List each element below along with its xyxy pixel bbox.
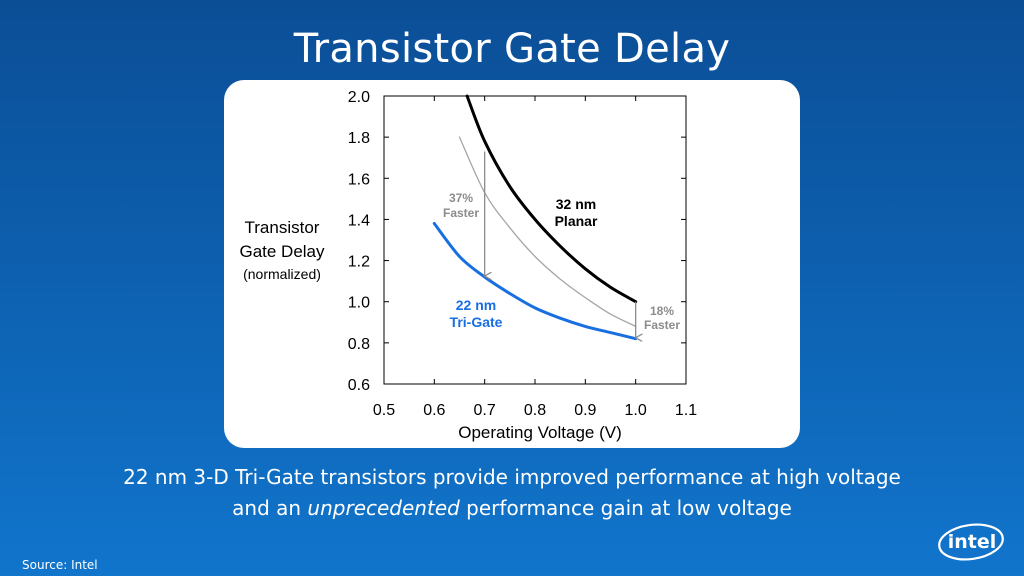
y-tick-label: 2.0 bbox=[348, 89, 370, 106]
y-tick-labels: 0.6 0.8 1.0 1.2 1.4 1.6 1.8 2.0 bbox=[348, 89, 370, 394]
source-note: Source: Intel bbox=[22, 558, 98, 572]
y-tick-label: 1.0 bbox=[348, 295, 370, 312]
x-tick-label: 0.6 bbox=[423, 402, 445, 419]
label-32nm-line2: Planar bbox=[555, 213, 598, 229]
intel-logo-text: intel bbox=[948, 531, 997, 553]
y-tick-label: 1.8 bbox=[348, 130, 370, 147]
y-axis-label: Transistor Gate Delay (normalized) bbox=[226, 216, 338, 284]
annotation-37-line2: Faster bbox=[443, 206, 479, 220]
label-32nm-line1: 32 nm bbox=[556, 196, 596, 212]
slide-title: Transistor Gate Delay bbox=[293, 26, 731, 72]
x-tick-label: 0.8 bbox=[524, 402, 546, 419]
y-tick-label: 0.6 bbox=[348, 377, 370, 394]
x-tick-label: 0.5 bbox=[373, 402, 395, 419]
series-layer bbox=[432, 94, 638, 341]
caption-line-2-end: performance gain at low voltage bbox=[459, 496, 792, 520]
plot-frame bbox=[383, 95, 687, 385]
x-tick-label: 0.9 bbox=[574, 402, 596, 419]
chart-card bbox=[224, 80, 800, 448]
y-tick-label: 1.2 bbox=[348, 254, 370, 271]
y-axis-label-line3: (normalized) bbox=[243, 266, 321, 282]
series-22nm-trigate-line bbox=[432, 222, 638, 341]
y-tick-label: 1.6 bbox=[348, 171, 370, 188]
y-axis-label-line1: Transistor bbox=[244, 218, 320, 237]
slide-caption: 22 nm 3-D Tri-Gate transistors provide i… bbox=[0, 462, 1024, 524]
x-tick-label: 0.7 bbox=[474, 402, 496, 419]
y-tick-label: 1.4 bbox=[348, 212, 370, 229]
annotation-layer bbox=[485, 151, 636, 338]
series-32nm-planar-line bbox=[465, 94, 638, 304]
caption-line-1: 22 nm 3-D Tri-Gate transistors provide i… bbox=[123, 465, 901, 489]
label-22nm-line1: 22 nm bbox=[456, 297, 496, 313]
label-22nm-line2: Tri-Gate bbox=[450, 314, 503, 330]
x-tick-labels: 0.5 0.6 0.7 0.8 0.9 1.0 1.1 bbox=[373, 402, 697, 419]
x-tick-label: 1.0 bbox=[625, 402, 647, 419]
annotation-18-line1: 18% bbox=[650, 304, 674, 318]
x-axis-label: Operating Voltage (V) bbox=[458, 423, 621, 442]
annotation-37-line1: 37% bbox=[449, 191, 473, 205]
y-axis-label-line2: Gate Delay bbox=[239, 242, 325, 261]
x-tick-label: 1.1 bbox=[675, 402, 697, 419]
series-reference-line bbox=[458, 136, 637, 328]
caption-line-2-start: and an bbox=[232, 496, 308, 520]
y-tick-label: 0.8 bbox=[348, 336, 370, 353]
caption-emphasis: unprecedented bbox=[307, 496, 460, 520]
caption-line-2: and an unprecedented performance gain at… bbox=[0, 493, 1024, 524]
annotation-18-line2: Faster bbox=[644, 318, 680, 332]
intel-logo: intel bbox=[938, 523, 1004, 561]
tick-marks bbox=[383, 95, 687, 385]
